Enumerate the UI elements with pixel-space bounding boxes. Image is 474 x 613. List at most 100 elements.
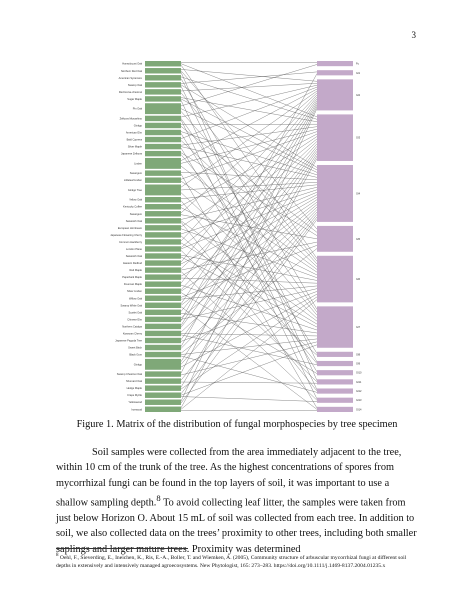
association-link: [180, 192, 318, 250]
association-link: [180, 83, 318, 92]
tree-label: Japanese Zelkova: [121, 152, 143, 156]
tree-node: [145, 211, 181, 217]
fungus-node: [317, 61, 353, 67]
fungus-label: Fu: [356, 62, 360, 66]
association-link: [180, 147, 318, 372]
tree-node: [145, 204, 181, 210]
association-link: [180, 63, 318, 118]
tree-node: [145, 246, 181, 252]
tree-label: Shumard Oak: [126, 379, 143, 383]
tree-label: Ironwood: [131, 407, 142, 411]
tree-node: [145, 225, 181, 231]
association-link: [180, 306, 318, 410]
association-link: [180, 248, 318, 354]
tree-node: [145, 330, 181, 337]
tree-label: London Plane: [126, 247, 143, 251]
association-link: [180, 235, 318, 356]
tree-node: [145, 302, 181, 309]
tree-label: Swamp Chestnut Oak: [117, 372, 143, 376]
association-link: [180, 90, 318, 188]
body-paragraph: Soil samples were collected from the are…: [56, 445, 420, 557]
association-link: [180, 209, 318, 349]
association-link: [180, 146, 318, 312]
association-link: [180, 100, 318, 305]
tree-label: Scarlet Oak: [128, 310, 142, 314]
association-link: [180, 189, 318, 235]
tree-label: Hedge Maple: [127, 386, 143, 390]
association-link: [180, 165, 318, 270]
fungus-node: [317, 164, 353, 222]
association-link: [180, 222, 318, 392]
fungus-label: Gl7: [356, 325, 361, 329]
association-link: [180, 69, 318, 82]
association-link: [180, 86, 318, 363]
association-link: [180, 291, 318, 342]
fungus-node: [317, 397, 353, 403]
tree-label: Honeylocust Oak: [122, 62, 142, 66]
tree-node: [145, 351, 181, 358]
fungus-node: [317, 255, 353, 303]
association-link: [180, 216, 318, 394]
association-link: [180, 256, 318, 328]
tree-node: [145, 239, 181, 245]
association-link: [180, 254, 318, 281]
tree-label: Eastern Redbud: [123, 261, 142, 265]
association-link: [180, 220, 318, 322]
fungus-label: Gl13: [356, 398, 362, 402]
association-link: [180, 200, 318, 364]
tree-node: [145, 122, 181, 129]
tree-node: [145, 115, 181, 122]
tree-node: [145, 274, 181, 280]
fungus-label: Gl2: [356, 93, 361, 97]
fungus-label: Gl6: [356, 277, 361, 281]
tree-label: Swamp White Oak: [121, 303, 143, 307]
association-link: [180, 118, 318, 313]
fungus-label: Gl12: [356, 389, 362, 393]
tree-node: [145, 344, 181, 351]
tree-node: [145, 385, 181, 391]
association-link: [180, 94, 318, 242]
association-link: [180, 173, 318, 409]
tree-node: [145, 184, 181, 196]
association-link: [180, 86, 318, 139]
association-link: [180, 285, 318, 300]
tree-node: [145, 378, 181, 384]
association-link: [180, 106, 318, 374]
association-link: [180, 71, 318, 84]
association-link: [180, 271, 318, 401]
association-link: [180, 111, 318, 265]
paragraph-text: Soil samples were collected from the are…: [56, 447, 402, 509]
tree-node: [145, 150, 181, 157]
association-link: [180, 153, 318, 362]
fungus-node: [317, 79, 353, 111]
tree-label: Sawtooth Oak: [126, 254, 143, 258]
tree-node: [145, 295, 181, 301]
association-link: [180, 293, 318, 368]
fungus-node: [317, 370, 353, 376]
association-link: [180, 211, 318, 365]
association-link: [180, 296, 318, 390]
tree-label: Ginkgo: [134, 362, 143, 366]
fungus-label: Gl1: [356, 71, 361, 75]
association-link: [180, 355, 318, 393]
tree-node: [145, 267, 181, 273]
tree-label: Swamp Oak: [128, 83, 143, 87]
tree-label: Kwanzan Cherry: [123, 331, 143, 335]
association-link: [180, 277, 318, 284]
tree-node: [145, 89, 181, 95]
tree-node: [145, 260, 181, 266]
association-link: [180, 338, 318, 355]
fungus-label: Gl5: [356, 237, 361, 241]
tree-node: [145, 288, 181, 294]
fungus-node: [317, 360, 353, 367]
tree-label: European Hornbeam: [118, 226, 142, 230]
association-link: [180, 138, 318, 248]
association-link: [180, 119, 318, 400]
tree-label: Paperbark Maple: [122, 275, 142, 279]
tree-label: Red Maple: [129, 268, 142, 272]
association-link: [180, 92, 318, 214]
tree-label: American Sycamore: [119, 76, 143, 80]
association-link: [180, 152, 318, 236]
association-link: [180, 192, 318, 319]
tree-node: [145, 406, 181, 412]
